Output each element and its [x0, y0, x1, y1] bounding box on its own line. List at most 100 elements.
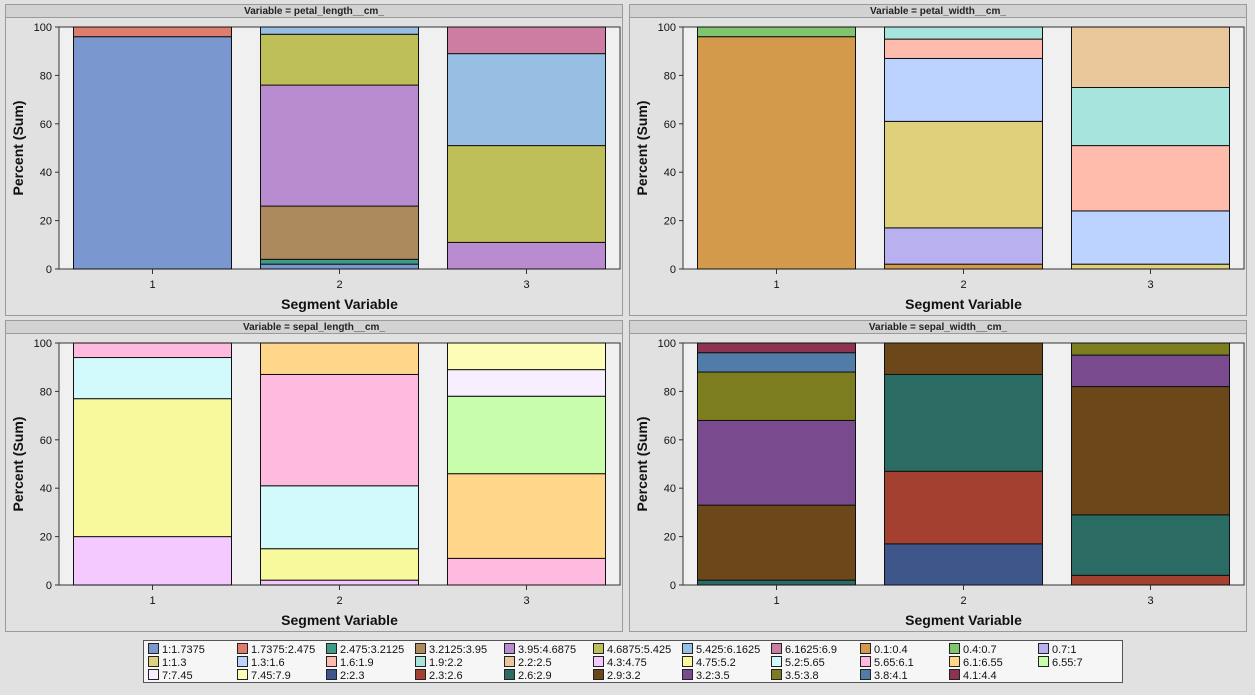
y-axis-title: Percent (Sum) — [634, 417, 650, 512]
y-tick-label: 40 — [40, 167, 52, 179]
panel-title: Variable = sepal_length__cm_ — [6, 321, 622, 334]
y-tick-label: 20 — [664, 532, 676, 544]
legend-item: 6.55:7 — [1038, 656, 1083, 670]
legend-label: 3.2:3.5 — [696, 670, 730, 682]
legend-swatch — [771, 656, 782, 667]
bar-segment — [73, 342, 232, 359]
bar-segment — [884, 342, 1043, 375]
bar-segment — [260, 342, 419, 375]
legend-label: 0.4:0.7 — [963, 644, 997, 656]
legend-item: 5.65:6.1 — [860, 656, 914, 670]
chart-panel-petal-length: Variable = petal_length__cm_ 0 20 40 60 80 10… — [5, 4, 623, 316]
panel-title: Variable = sepal_width__cm_ — [630, 321, 1246, 334]
x-tick-label: 2 — [960, 279, 966, 291]
x-tick-label: 1 — [773, 279, 779, 291]
bar-segment — [1071, 145, 1230, 212]
x-axis-title: Segment Variable — [281, 296, 398, 312]
y-tick-label: 60 — [664, 435, 676, 447]
y-axis-title: Percent (Sum) — [10, 417, 26, 512]
legend-item: 6.1:6.55 — [949, 656, 1003, 670]
bar-segment — [884, 57, 1043, 122]
legend-swatch — [415, 669, 426, 680]
legend-swatch — [1038, 643, 1049, 654]
bar-segment — [1071, 342, 1230, 356]
legend-swatch — [326, 656, 337, 667]
y-tick-label: 40 — [664, 483, 676, 495]
legend-label: 6.1:6.55 — [963, 657, 1003, 669]
legend-item: 7.45:7.9 — [237, 669, 291, 683]
legend-label: 5.65:6.1 — [874, 657, 914, 669]
legend-label: 0.7:1 — [1052, 644, 1077, 656]
x-tick-label: 1 — [773, 595, 779, 607]
legend-item: 1.9:2.2 — [415, 656, 463, 670]
legend-item: 7:7.45 — [148, 669, 193, 683]
x-tick-label: 3 — [1147, 279, 1153, 291]
legend-swatch — [682, 656, 693, 667]
bar-segment — [884, 227, 1043, 265]
bar-segment — [1071, 26, 1230, 88]
legend-label: 2.475:3.2125 — [340, 644, 405, 656]
legend-item: 4.6875:5.425 — [593, 643, 671, 657]
legend-label: 2.6:2.9 — [518, 670, 552, 682]
bar-segment — [447, 369, 606, 397]
legend-item: 2.9:3.2 — [593, 669, 641, 683]
legend-swatch — [682, 643, 693, 654]
legend-item: 6.1625:6.9 — [771, 643, 837, 657]
y-tick-label: 60 — [40, 435, 52, 447]
legend-swatch — [415, 643, 426, 654]
bar-segment — [1071, 574, 1230, 586]
legend-label: 4.1:4.4 — [963, 670, 997, 682]
bar-segment — [260, 33, 419, 86]
y-tick-label: 80 — [40, 70, 52, 82]
legend-swatch — [682, 669, 693, 680]
y-tick-label: 40 — [664, 167, 676, 179]
legend-swatch — [771, 669, 782, 680]
legend-item: 3.95:4.6875 — [504, 643, 576, 657]
x-axis-title: Segment Variable — [905, 296, 1022, 312]
bar-segment — [447, 557, 606, 586]
legend-label: 1:1.7375 — [162, 644, 205, 656]
bar-segment — [1071, 514, 1230, 576]
legend-item: 5.2:5.65 — [771, 656, 825, 670]
bar-segment — [1071, 386, 1230, 516]
bar-segment — [260, 263, 419, 270]
legend-label: 1.3:1.6 — [251, 657, 285, 669]
legend-item: 2.6:2.9 — [504, 669, 552, 683]
bar-segment — [1071, 263, 1230, 270]
y-axis-title: Percent (Sum) — [634, 101, 650, 196]
y-tick-label: 100 — [34, 338, 52, 350]
x-tick-label: 3 — [523, 279, 529, 291]
legend-swatch — [237, 656, 248, 667]
y-tick-label: 100 — [658, 22, 676, 34]
legend-item: 0.4:0.7 — [949, 643, 997, 657]
bar-segment — [697, 504, 856, 581]
legend-item: 4.1:4.4 — [949, 669, 997, 683]
legend-swatch — [326, 669, 337, 680]
legend-label: 1.7375:2.475 — [251, 644, 316, 656]
bar-segment — [697, 36, 856, 270]
legend-label: 4.75:5.2 — [696, 657, 736, 669]
y-tick-label: 20 — [40, 532, 52, 544]
legend-label: 7:7.45 — [162, 670, 193, 682]
bar-segment — [697, 26, 856, 38]
bar-segment — [260, 84, 419, 207]
bar-segment — [447, 241, 606, 270]
bar-segment — [697, 579, 856, 586]
x-tick-label: 3 — [523, 595, 529, 607]
legend-swatch — [860, 656, 871, 667]
legend-swatch — [593, 669, 604, 680]
legend-label: 6.55:7 — [1052, 657, 1083, 669]
legend-label: 6.1625:6.9 — [785, 644, 837, 656]
stacked-bar-chart: 0 20 40 60 80 100 1 2 3 Segment Variable Percent (… — [634, 338, 1245, 628]
y-tick-label: 80 — [40, 386, 52, 398]
bar-segment — [884, 543, 1043, 586]
bar-segment — [447, 53, 606, 147]
legend-item: 1.3:1.6 — [237, 656, 285, 670]
y-tick-label: 0 — [46, 264, 52, 276]
legend-swatch — [1038, 656, 1049, 667]
legend-item: 1.7375:2.475 — [237, 643, 315, 657]
legend-item: 2.475:3.2125 — [326, 643, 404, 657]
legend-label: 2.9:3.2 — [607, 670, 641, 682]
bar-segment — [1071, 210, 1230, 265]
legend-swatch — [593, 643, 604, 654]
